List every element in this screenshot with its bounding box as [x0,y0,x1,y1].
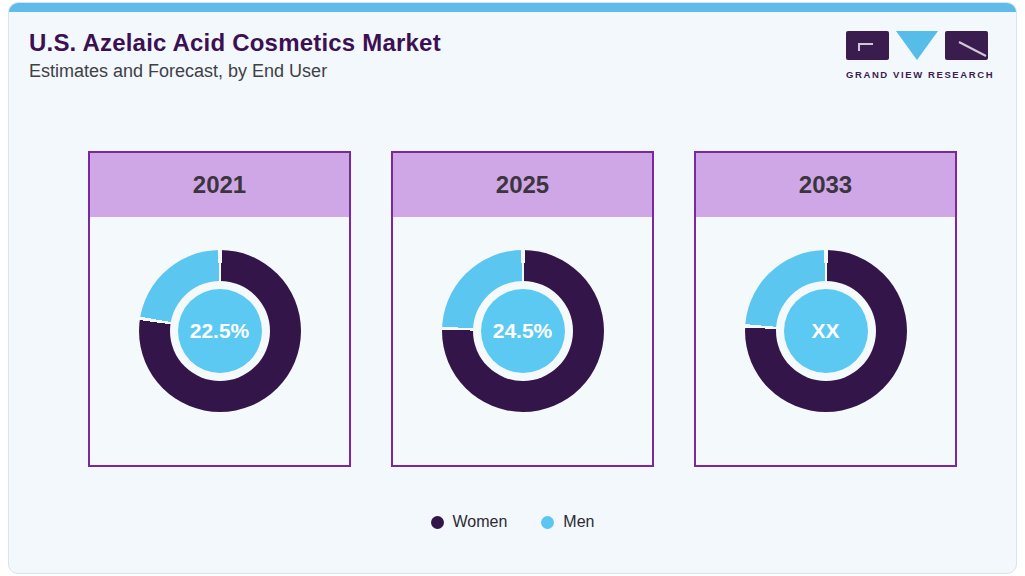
donut-center-value: 22.5% [190,319,250,343]
gvr-logo-icon [846,31,988,61]
donut-center-value: 24.5% [493,319,553,343]
logo-caption: GRAND VIEW RESEARCH [846,69,988,80]
year-card-header: 2025 [393,153,652,217]
logo-block-left [846,31,889,60]
legend-label: Men [563,513,594,531]
page-subtitle: Estimates and Forecast, by End User [29,61,327,82]
year-card-2021: 2021 22.5% [88,151,351,467]
donut-center-badge: 22.5% [178,289,262,373]
donut-chart-2021: 22.5% [139,250,301,412]
legend-label: Women [453,513,508,531]
legend-item-men: Men [541,513,594,531]
men-legend-dot-icon [541,516,554,529]
year-card-header: 2021 [90,153,349,217]
donut-cards-row: 2021 22.5% 2025 [88,151,957,467]
year-label: 2025 [496,171,549,199]
legend-item-women: Women [431,513,508,531]
page-title: U.S. Azelaic Acid Cosmetics Market [29,29,441,57]
chart-legend: Women Men [9,513,1016,531]
year-card-header: 2033 [696,153,955,217]
donut-center-badge: 24.5% [481,289,565,373]
women-legend-dot-icon [431,516,444,529]
year-card-2033: 2033 XX [694,151,957,467]
donut-chart-2025: 24.5% [442,250,604,412]
donut-chart-2033: XX [745,250,907,412]
infographic-frame: U.S. Azelaic Acid Cosmetics Market Estim… [8,2,1017,574]
year-label: 2021 [193,171,246,199]
top-accent-bar [9,3,1016,12]
year-label: 2033 [799,171,852,199]
donut-center-badge: XX [784,289,868,373]
logo-triangle [896,31,938,60]
grand-view-research-logo: GRAND VIEW RESEARCH [846,31,988,80]
donut-center-value: XX [811,319,839,343]
year-card-2025: 2025 24.5% [391,151,654,467]
